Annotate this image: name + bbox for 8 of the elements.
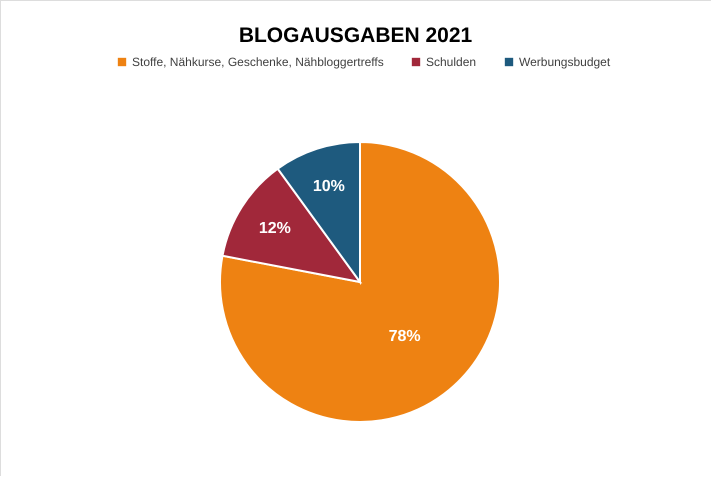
- data-label: 12%: [258, 220, 291, 237]
- data-label: 10%: [312, 178, 345, 196]
- chart-title: BLOGAUSGABEN 2021: [238, 24, 473, 47]
- legend-label: Werbungsbudget: [519, 55, 611, 69]
- legend-label: Schulden: [426, 55, 476, 69]
- data-label: 78%: [388, 328, 421, 345]
- legend-label: Stoffe, Nähkurse, Geschenke, Nähbloggertreffs: [132, 55, 384, 69]
- pie-slice: [219, 141, 501, 423]
